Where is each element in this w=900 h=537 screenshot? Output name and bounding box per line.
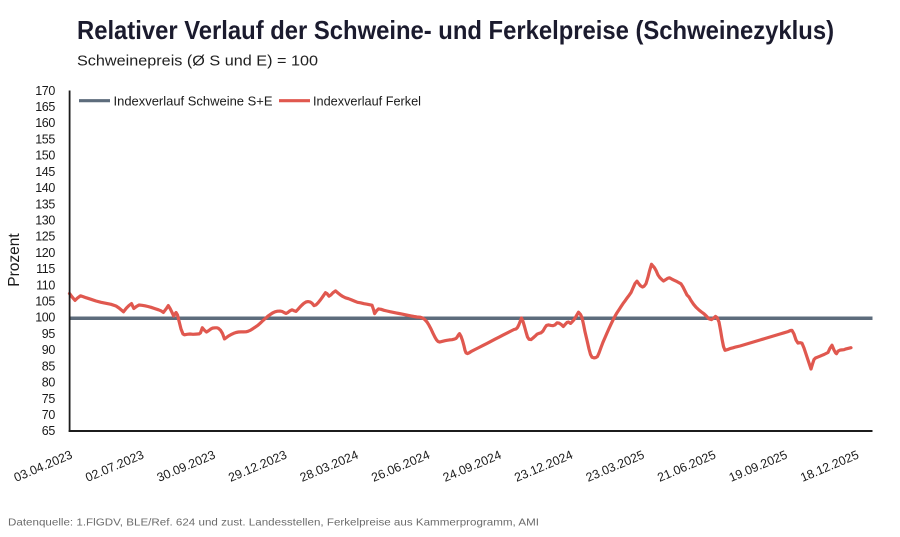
svg-text:115: 115 [36,262,55,276]
svg-text:100: 100 [35,311,55,325]
svg-text:65: 65 [42,424,56,438]
svg-text:170: 170 [35,84,55,98]
svg-text:145: 145 [35,165,55,179]
svg-text:70: 70 [42,408,56,422]
svg-text:155: 155 [35,132,55,146]
svg-text:130: 130 [35,214,55,228]
svg-text:Datenquelle: 1.FlGDV, BLE/Ref.: Datenquelle: 1.FlGDV, BLE/Ref. 624 und z… [8,517,539,529]
svg-text:160: 160 [35,116,55,130]
svg-text:140: 140 [35,181,55,195]
svg-text:165: 165 [35,100,55,114]
svg-text:85: 85 [42,359,56,373]
svg-text:90: 90 [42,343,56,357]
svg-text:135: 135 [35,197,55,211]
svg-text:Prozent: Prozent [6,233,23,287]
svg-text:Schweinepreis (Ø S und E) = 10: Schweinepreis (Ø S und E) = 100 [77,53,318,70]
svg-text:Relativer Verlauf der Schweine: Relativer Verlauf der Schweine- und Ferk… [77,15,834,45]
svg-text:80: 80 [42,376,56,390]
svg-text:120: 120 [35,246,55,260]
svg-text:125: 125 [35,230,55,244]
svg-text:110: 110 [36,278,55,292]
svg-text:Indexverlauf Ferkel: Indexverlauf Ferkel [313,94,421,109]
svg-text:75: 75 [42,392,56,406]
svg-text:150: 150 [35,149,55,163]
svg-text:Indexverlauf Schweine S+E: Indexverlauf Schweine S+E [114,94,273,109]
svg-text:95: 95 [42,327,56,341]
svg-text:105: 105 [35,295,55,309]
